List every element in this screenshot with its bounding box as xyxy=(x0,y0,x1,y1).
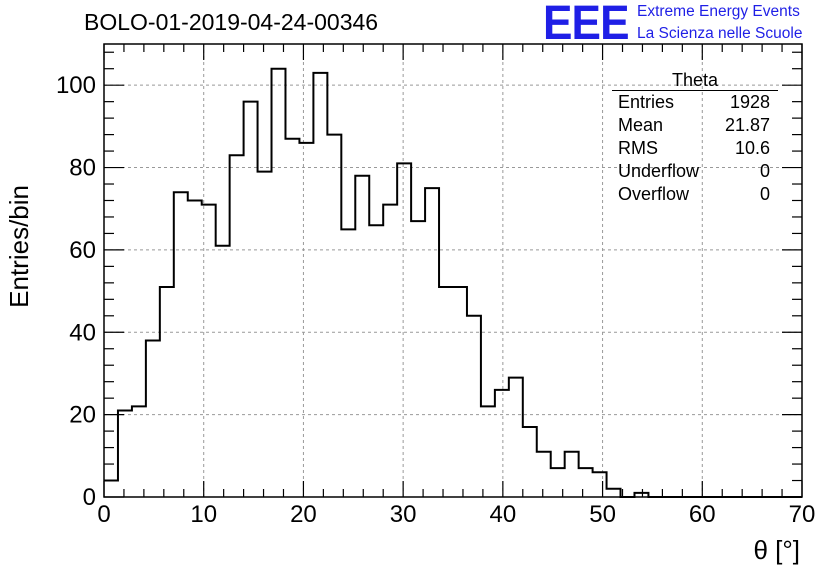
histogram-bin xyxy=(355,176,369,497)
stats-label: Mean xyxy=(618,115,664,135)
x-tick-label: 40 xyxy=(490,501,517,528)
histogram-bin xyxy=(453,287,467,497)
y-tick-label: 80 xyxy=(69,155,96,182)
x-tick-label: 30 xyxy=(390,501,417,528)
histogram-bin xyxy=(118,411,132,497)
stats-label: Underflow xyxy=(618,161,700,181)
histogram-bin xyxy=(202,205,216,497)
x-tick-label: 60 xyxy=(689,501,716,528)
histogram-bin xyxy=(216,246,230,497)
histogram-bin xyxy=(272,69,286,497)
histogram-bin xyxy=(104,481,118,497)
y-axis-label: Entries/bin xyxy=(4,185,34,308)
histogram-bin xyxy=(509,378,523,497)
histogram-bin xyxy=(146,341,160,497)
stats-row-mean: Mean 21.87 xyxy=(612,114,778,137)
stats-box: Theta Entries 1928 Mean 21.87 RMS 10.6 U… xyxy=(612,70,778,206)
eee-logo: EEE xyxy=(543,0,630,50)
x-tick-label: 50 xyxy=(589,501,616,528)
stats-label: Overflow xyxy=(618,184,690,204)
histogram-bin xyxy=(439,287,453,497)
x-tick-label: 10 xyxy=(190,501,217,528)
histogram-outline xyxy=(104,67,802,498)
y-tick-label: 100 xyxy=(56,72,96,99)
plot-frame xyxy=(103,43,803,498)
histogram-bin xyxy=(425,188,439,497)
histogram-bin xyxy=(383,205,397,497)
histogram-bin xyxy=(285,139,299,497)
x-tick-label: 70 xyxy=(789,501,816,528)
stats-value: 10.6 xyxy=(734,138,770,158)
histogram-bin xyxy=(411,221,425,497)
stats-value: 0 xyxy=(759,161,770,181)
histogram-bin xyxy=(593,472,607,497)
histogram-bin xyxy=(467,316,481,497)
histogram-bin xyxy=(258,172,272,497)
histogram-bin xyxy=(565,452,579,497)
histogram-bin xyxy=(132,406,146,497)
y-tick-label: 20 xyxy=(69,402,96,429)
histogram-bin xyxy=(579,468,593,497)
histogram-bin xyxy=(397,163,411,497)
brand-line-1: Extreme Energy Events xyxy=(637,3,800,20)
chart-title: BOLO-01-2019-04-24-00346 xyxy=(84,9,379,35)
stats-label: Entries xyxy=(618,92,675,112)
stats-row-underflow: Underflow 0 xyxy=(612,160,778,183)
histogram-bin xyxy=(551,468,565,497)
histogram-bin xyxy=(244,102,258,497)
stats-row-overflow: Overflow 0 xyxy=(612,183,778,206)
histogram-bin xyxy=(188,200,202,497)
histogram-bin xyxy=(160,287,174,497)
brand-line-2: La Scienza nelle Scuole xyxy=(637,25,803,42)
y-tick-label: 0 xyxy=(83,484,96,511)
histogram-bin xyxy=(341,229,355,497)
histogram-bin xyxy=(327,135,341,497)
histogram-bin xyxy=(174,192,188,497)
stats-label: RMS xyxy=(618,138,658,158)
stats-row-entries: Entries 1928 xyxy=(612,91,778,114)
histogram-bin xyxy=(523,427,537,497)
stats-value: 21.87 xyxy=(724,115,770,135)
histogram-bin xyxy=(607,489,621,497)
y-tick-label: 60 xyxy=(69,237,96,264)
x-tick-label: 20 xyxy=(290,501,317,528)
histogram-bin xyxy=(230,155,244,497)
histogram-bin xyxy=(313,73,327,497)
histogram-bin xyxy=(481,406,495,497)
stats-value: 1928 xyxy=(729,92,770,112)
histogram-bin xyxy=(369,225,383,497)
x-tick-label: 0 xyxy=(97,501,110,528)
x-axis-label: θ [°] xyxy=(753,535,800,565)
stats-box-title: Theta xyxy=(612,70,778,91)
histogram-bin xyxy=(634,493,648,497)
y-tick-label: 40 xyxy=(69,319,96,346)
histogram-bin xyxy=(495,390,509,497)
stats-row-rms: RMS 10.6 xyxy=(612,137,778,160)
histogram-bin xyxy=(299,143,313,497)
histogram-bin xyxy=(537,452,551,497)
stats-value: 0 xyxy=(759,184,770,204)
